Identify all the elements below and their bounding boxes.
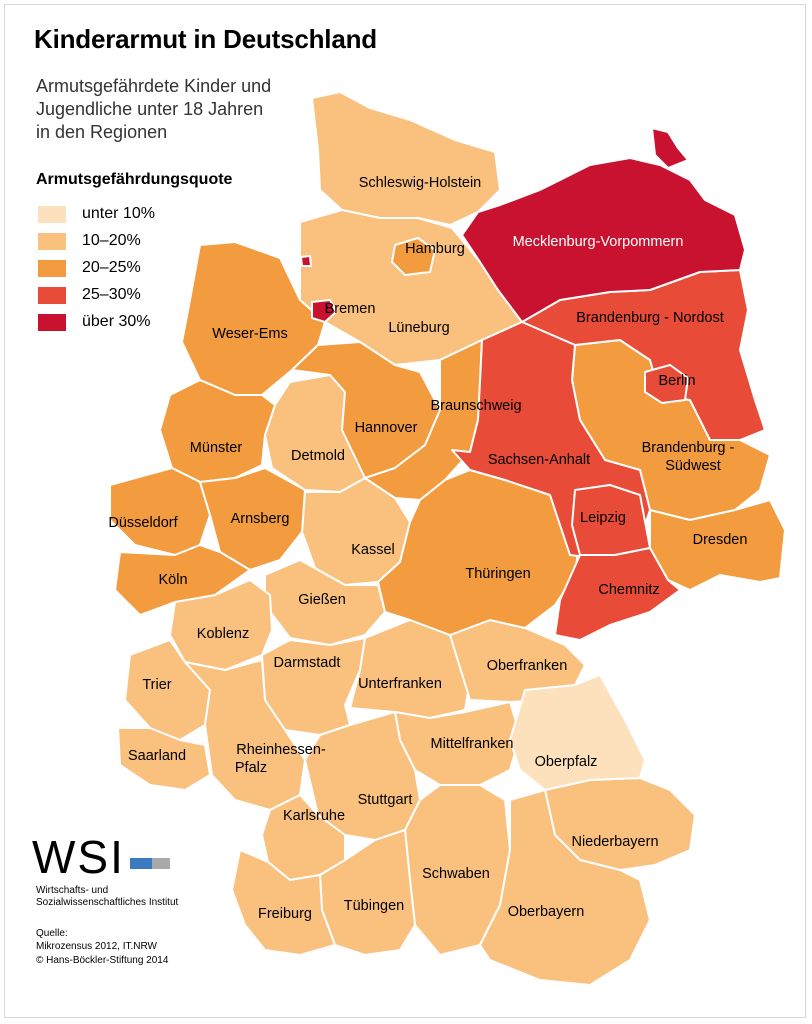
legend-label-25-30: 25–30% (82, 286, 141, 303)
legend-label-over-30: über 30% (82, 313, 151, 330)
region-arnsberg[interactable] (199, 467, 306, 571)
label-braunschweig: Braunschweig (430, 398, 521, 414)
label-darmstadt: Darmstadt (274, 655, 341, 671)
wsi-name-line-2: Sozialwissenschaftliches Institut (36, 897, 179, 908)
label-hamburg: Hamburg (405, 241, 465, 257)
label-oberbayern: Oberbayern (508, 904, 585, 920)
subtitle-line-3: in den Regionen (36, 122, 168, 142)
region-mecklenburg-vorpommern[interactable] (461, 157, 746, 323)
label-freiburg: Freiburg (258, 906, 312, 922)
label-stuttgart: Stuttgart (358, 792, 413, 808)
label-koeln: Köln (158, 572, 187, 588)
region-freiburg[interactable] (231, 849, 336, 956)
region-hamburg[interactable] (391, 237, 436, 276)
label-berlin: Berlin (658, 373, 695, 389)
label-rheinhessen-pfalz-2: Pfalz (235, 760, 267, 776)
region-berlin[interactable] (644, 364, 689, 404)
label-sachsen-anhalt: Sachsen-Anhalt (488, 452, 590, 468)
label-lueneburg: Lüneburg (388, 320, 449, 336)
label-giessen: Gießen (298, 592, 346, 608)
map-frame (4, 4, 806, 1018)
legend-swatch-under-10 (38, 206, 66, 223)
source-line-2: © Hans-Böckler-Stiftung 2014 (36, 955, 169, 966)
label-schwaben: Schwaben (422, 866, 490, 882)
legend-label-10-20: 10–20% (82, 232, 141, 249)
region-bremen[interactable] (311, 299, 337, 323)
label-thueringen: Thüringen (465, 566, 530, 582)
wsi-logo-bar-blue (130, 858, 152, 869)
region-koeln[interactable] (114, 544, 251, 616)
legend-label-20-25: 20–25% (82, 259, 141, 276)
subtitle-line-1: Armutsgefährdete Kinder und (36, 76, 272, 96)
label-chemnitz: Chemnitz (598, 582, 659, 598)
label-brandenburg-suedwest-2: Südwest (665, 458, 721, 474)
label-mittelfranken: Mittelfranken (430, 736, 513, 752)
label-duesseldorf: Düsseldorf (108, 515, 178, 531)
label-karlsruhe: Karlsruhe (283, 808, 345, 824)
legend-label-under-10: unter 10% (82, 205, 155, 222)
wsi-logo: WSI (32, 831, 125, 883)
label-weser-ems: Weser-Ems (212, 326, 287, 342)
label-muenster: Münster (190, 440, 243, 456)
label-arnsberg: Arnsberg (231, 511, 290, 527)
legend-swatch-25-30 (38, 287, 66, 304)
legend-title: Armutsgefährdungsquote (36, 171, 233, 188)
region-duesseldorf[interactable] (109, 467, 211, 556)
label-brandenburg-nordost: Brandenburg - Nordost (576, 310, 724, 326)
label-hannover: Hannover (355, 420, 418, 436)
region-koblenz[interactable] (169, 579, 273, 671)
region-saarland[interactable] (117, 727, 211, 791)
label-schleswig-holstein: Schleswig-Holstein (359, 175, 482, 191)
region-schleswig-holstein[interactable] (311, 91, 501, 226)
label-tuebingen: Tübingen (344, 898, 404, 914)
label-kassel: Kassel (351, 542, 395, 558)
label-detmold: Detmold (291, 448, 345, 464)
region-giessen[interactable] (264, 559, 386, 646)
label-leipzig: Leipzig (580, 510, 626, 526)
label-brandenburg-suedwest-1: Brandenburg - (642, 440, 735, 456)
wsi-name-line-1: Wirtschafts- und (36, 885, 109, 896)
region-oberbayern[interactable] (479, 789, 651, 986)
label-bremen: Bremen (325, 301, 376, 317)
source-label: Quelle: (36, 928, 68, 939)
label-oberfranken: Oberfranken (487, 658, 568, 674)
region-muenster[interactable] (159, 379, 276, 483)
label-oberpfalz: Oberpfalz (535, 754, 598, 770)
label-rheinhessen-pfalz-1: Rheinhessen- (236, 742, 326, 758)
legend-swatch-20-25 (38, 260, 66, 277)
label-saarland: Saarland (128, 748, 186, 764)
region-oberpfalz[interactable] (509, 674, 646, 791)
label-koblenz: Koblenz (197, 626, 249, 642)
region-ruegen[interactable] (651, 127, 689, 169)
label-unterfranken: Unterfranken (358, 676, 442, 692)
label-trier: Trier (142, 677, 171, 693)
label-mecklenburg-vorpommern: Mecklenburg-Vorpommern (513, 234, 684, 250)
label-dresden: Dresden (693, 532, 748, 548)
region-chemnitz[interactable] (554, 547, 681, 641)
legend-swatch-over-30 (38, 314, 66, 331)
subtitle-line-2: Jugendliche unter 18 Jahren (36, 99, 264, 119)
page-title: Kinderarmut in Deutschland (34, 24, 377, 54)
legend-swatch-10-20 (38, 233, 66, 250)
label-niederbayern: Niederbayern (571, 834, 658, 850)
region-bremerhaven[interactable] (300, 255, 312, 267)
wsi-logo-bar-grey (152, 858, 170, 869)
source-line-1: Mikrozensus 2012, IT.NRW (36, 941, 157, 952)
